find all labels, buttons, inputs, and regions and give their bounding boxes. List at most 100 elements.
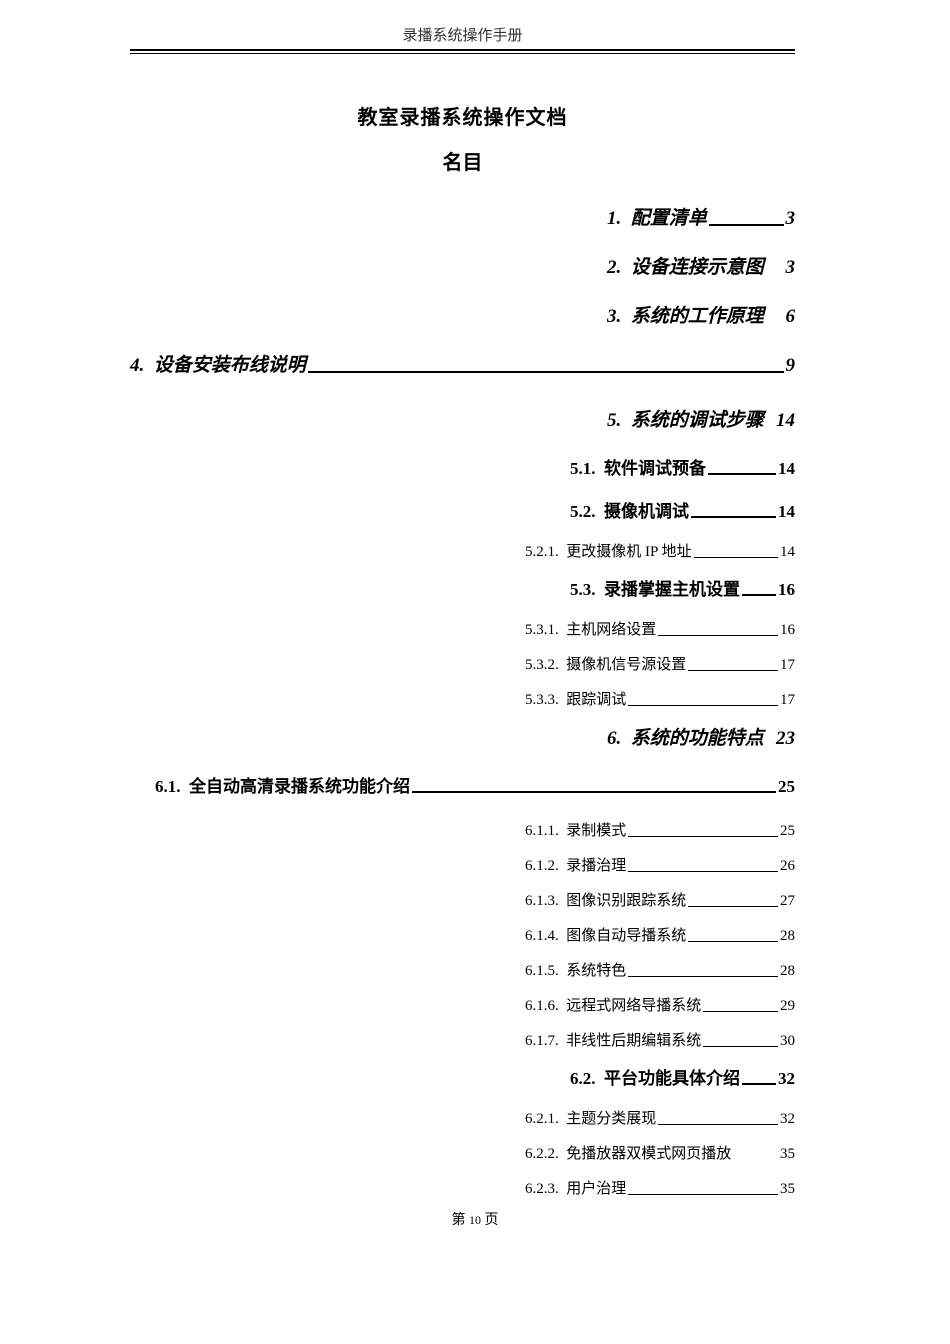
toc-entry-number: 6.1.2. [525, 858, 566, 875]
toc-entry-page: 25 [780, 823, 795, 840]
toc-entry-label: 系统的工作原理 [631, 301, 764, 328]
toc-entry-number: 6. [607, 728, 631, 750]
toc-entry[interactable]: 5.3.3. 跟踪调试17 [525, 688, 795, 709]
toc-entry-number: 1. [607, 208, 631, 230]
toc-entry-label: 非线性后期编辑系统 [566, 1029, 701, 1050]
toc-entry-page: 28 [780, 928, 795, 945]
toc-entry[interactable]: 6.1.1. 录制模式25 [525, 819, 795, 840]
toc-entry-page: 26 [780, 858, 795, 875]
toc-leader [694, 557, 778, 558]
toc-entry[interactable]: 6.1.3. 图像识别跟踪系统27 [525, 889, 795, 910]
toc-entry-number: 5.3. [570, 580, 604, 600]
toc-entry[interactable]: 5. 系统的调试步骤14 [607, 405, 795, 432]
toc-entry[interactable]: 3. 系统的工作原理6 [607, 301, 795, 328]
toc-leader [412, 791, 776, 793]
toc-entry-page: 30 [780, 1033, 795, 1050]
toc-leader [708, 473, 776, 475]
toc-entry[interactable]: 5.3. 录播掌握主机设置 16 [570, 575, 795, 600]
toc-entry[interactable]: 5.3.2. 摄像机信号源设置17 [525, 653, 795, 674]
toc-entry[interactable]: 6.1.6. 远程式网络导播系统29 [525, 994, 795, 1015]
toc-leader [709, 224, 784, 226]
toc-entry-label: 免播放器双模式网页播放 [566, 1142, 731, 1163]
toc-leader [628, 976, 778, 977]
toc-entry[interactable]: 5.1. 软件调试预备14 [570, 454, 795, 479]
toc-leader [658, 1124, 778, 1125]
toc-leader [628, 836, 778, 837]
toc-entry[interactable]: 6.1.4. 图像自动导播系统 28 [525, 924, 795, 945]
toc-entry[interactable]: 6.2.2. 免播放器双模式网页播放 35 [525, 1142, 795, 1163]
toc-entry-number: 5.1. [570, 459, 604, 479]
toc-entry-page: 14 [778, 502, 795, 522]
toc-entry-page: 3 [786, 257, 796, 279]
toc-entry-label: 配置清单 [631, 203, 707, 230]
toc-entry[interactable]: 6. 系统的功能特点 23 [607, 723, 795, 750]
toc-entry-page: 27 [780, 893, 795, 910]
toc-entry-label: 图像识别跟踪系统 [566, 889, 686, 910]
toc-entry-label: 图像自动导播系统 [566, 924, 686, 945]
toc-entry-number: 6.1.7. [525, 1033, 566, 1050]
toc-entry-label: 全自动高清录播系统功能介绍 [189, 772, 410, 797]
toc-entry-number: 6.1.5. [525, 963, 566, 980]
toc-entry-page: 16 [780, 622, 795, 639]
toc-entry[interactable]: 6.2.3. 用户治理35 [525, 1177, 795, 1198]
toc-entry[interactable]: 6.1.5. 系统特色 28 [525, 959, 795, 980]
toc-leader [688, 941, 778, 942]
table-of-contents: 1. 配置清单32. 设备连接示意图33. 系统的工作原理64. 设备安装布线说… [130, 203, 795, 1198]
toc-entry-number: 6.1.4. [525, 928, 566, 945]
toc-entry-page: 28 [780, 963, 795, 980]
toc-leader [308, 371, 784, 373]
toc-leader [703, 1011, 778, 1012]
toc-leader [658, 635, 778, 636]
footer-prefix: 第 [452, 1213, 470, 1228]
toc-entry-page: 14 [776, 410, 795, 432]
toc-entry-page: 25 [778, 777, 795, 797]
toc-entry[interactable]: 6.1.2. 录播治理 26 [525, 854, 795, 875]
toc-entry[interactable]: 6.2. 平台功能具体介绍 32 [570, 1064, 795, 1089]
toc-entry-label: 主题分类展现 [566, 1107, 656, 1128]
toc-entry-page: 23 [776, 728, 795, 750]
toc-entry-number: 6.2.3. [525, 1181, 566, 1198]
toc-entry[interactable]: 6.1.7. 非线性后期编辑系统 30 [525, 1029, 795, 1050]
toc-entry-number: 5.3.2. [525, 657, 566, 674]
toc-entry[interactable]: 1. 配置清单 3 [607, 203, 795, 230]
toc-entry-label: 录制模式 [566, 819, 626, 840]
toc-entry-page: 35 [780, 1146, 795, 1163]
toc-leader [628, 705, 778, 706]
toc-leader [688, 670, 778, 671]
toc-entry-label: 更改摄像机 IP 地址 [566, 540, 691, 561]
toc-leader [691, 516, 776, 518]
toc-entry-number: 6.2. [570, 1069, 604, 1089]
toc-entry-label: 系统特色 [566, 959, 626, 980]
running-header: 录播系统操作手册 [130, 24, 795, 51]
toc-entry[interactable]: 5.3.1. 主机网络设置 16 [525, 618, 795, 639]
toc-entry[interactable]: 6.2.1. 主题分类展现 32 [525, 1107, 795, 1128]
document-title: 教室录播系统操作文档 [130, 101, 795, 130]
toc-heading: 名目 [130, 146, 795, 175]
toc-entry-number: 3. [607, 306, 631, 328]
toc-entry-number: 6.2.2. [525, 1146, 566, 1163]
toc-entry-page: 3 [786, 208, 796, 230]
toc-entry-page: 29 [780, 998, 795, 1015]
toc-entry-page: 32 [780, 1111, 795, 1128]
toc-entry[interactable]: 4. 设备安装布线说明9 [130, 350, 795, 377]
toc-entry-number: 5.3.1. [525, 622, 566, 639]
toc-entry[interactable]: 5.2.1. 更改摄像机 IP 地址14 [525, 540, 795, 561]
toc-entry-page: 16 [778, 580, 795, 600]
toc-entry-number: 6.2.1. [525, 1111, 566, 1128]
toc-entry-number: 6.1. [155, 777, 189, 797]
toc-entry-number: 5.2. [570, 502, 604, 522]
toc-entry-label: 系统的功能特点 [631, 723, 764, 750]
footer-suffix: 页 [481, 1213, 499, 1228]
toc-entry[interactable]: 6.1. 全自动高清录播系统功能介绍 25 [155, 772, 795, 797]
toc-entry-page: 32 [778, 1069, 795, 1089]
toc-entry-label: 录播掌握主机设置 [604, 575, 740, 600]
toc-entry-label: 平台功能具体介绍 [604, 1064, 740, 1089]
toc-entry-number: 6.1.6. [525, 998, 566, 1015]
toc-entry-label: 摄像机信号源设置 [566, 653, 686, 674]
toc-entry[interactable]: 5.2. 摄像机调试 14 [570, 497, 795, 522]
toc-entry[interactable]: 2. 设备连接示意图3 [607, 252, 795, 279]
toc-entry-label: 录播治理 [566, 854, 626, 875]
toc-entry-label: 主机网络设置 [566, 618, 656, 639]
toc-entry-label: 摄像机调试 [604, 497, 689, 522]
toc-entry-label: 用户治理 [566, 1177, 626, 1198]
